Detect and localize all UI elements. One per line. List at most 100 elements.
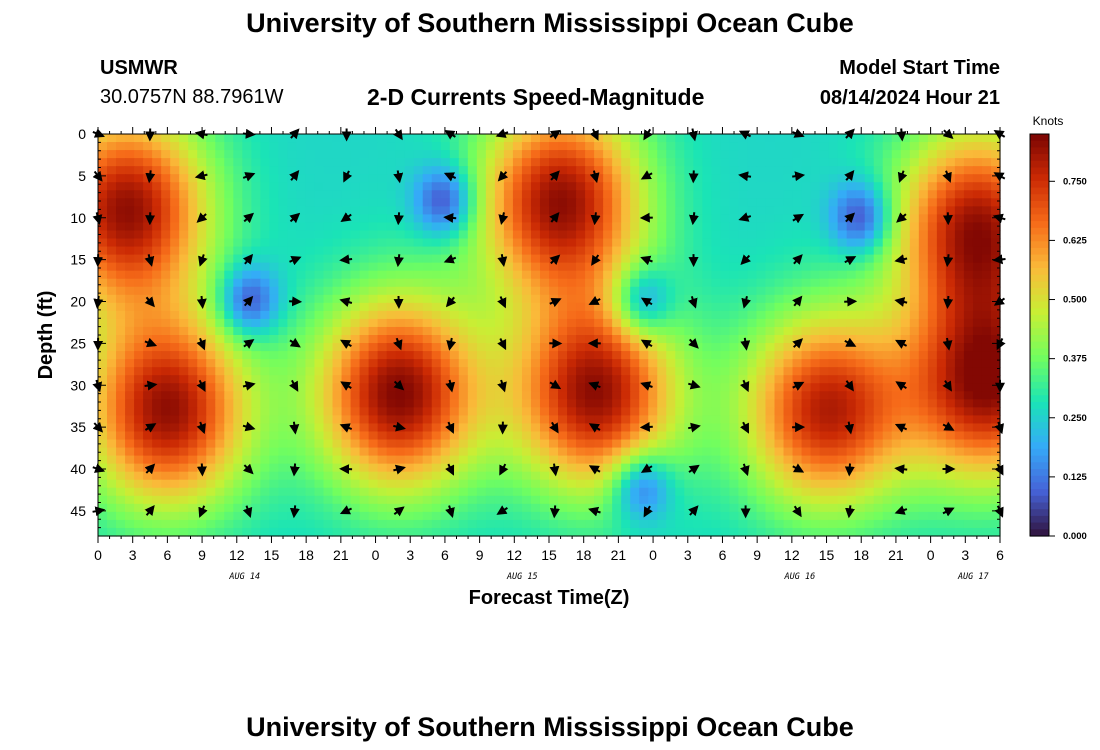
heatmap-cell <box>963 158 974 167</box>
heatmap-cell <box>161 158 171 167</box>
heatmap-cell <box>612 262 622 272</box>
heatmap-cell <box>431 375 442 384</box>
heatmap-cell <box>783 278 794 288</box>
heatmap-cell <box>981 519 992 529</box>
heatmap-cell <box>269 134 279 143</box>
heatmap-cell <box>657 487 667 497</box>
heatmap-cell <box>260 527 270 537</box>
heatmap-cell <box>819 318 830 328</box>
heatmap-cell <box>125 142 135 151</box>
heatmap-cell <box>431 527 442 537</box>
heatmap-cell <box>197 415 207 425</box>
heatmap-cell <box>404 182 415 191</box>
heatmap-cell <box>314 310 325 320</box>
heatmap-cell <box>774 294 785 304</box>
heatmap-cell <box>269 479 279 489</box>
heatmap-cell <box>233 286 243 296</box>
heatmap-cell <box>918 230 929 240</box>
heatmap-cell <box>413 174 424 183</box>
heatmap-cell <box>657 182 667 191</box>
heatmap-cell <box>215 511 225 521</box>
heatmap-cell <box>855 166 866 175</box>
heatmap-cell <box>648 471 658 481</box>
heatmap-cell <box>810 415 821 425</box>
heatmap-cell <box>837 270 848 280</box>
heatmap-cell <box>476 142 487 151</box>
heatmap-cell <box>206 270 216 280</box>
heatmap-cell <box>954 190 965 199</box>
heatmap-cell <box>612 310 622 320</box>
heatmap-cell <box>395 431 406 441</box>
heatmap-cell <box>666 238 676 248</box>
heatmap-cell <box>476 503 487 513</box>
heatmap-cell <box>242 375 252 384</box>
heatmap-cell <box>539 367 550 376</box>
heatmap-cell <box>503 238 514 248</box>
heatmap-cell <box>900 375 911 384</box>
heatmap-cell <box>747 302 758 312</box>
heatmap-cell <box>440 375 451 384</box>
heatmap-cell <box>864 391 875 400</box>
heatmap-cell <box>783 479 794 489</box>
heatmap-cell <box>882 359 893 368</box>
heatmap-cell <box>476 294 487 304</box>
heatmap-cell <box>729 150 740 159</box>
heatmap-cell <box>900 439 911 449</box>
heatmap-cell <box>873 399 884 408</box>
heatmap-cell <box>801 270 812 280</box>
heatmap-cell <box>594 238 604 248</box>
heatmap-cell <box>350 431 361 441</box>
heatmap-cell <box>350 134 361 143</box>
heatmap-cell <box>891 286 902 296</box>
heatmap-cell <box>431 351 442 360</box>
heatmap-cell <box>783 134 794 143</box>
heatmap-cell <box>476 415 487 425</box>
heatmap-cell <box>639 158 649 167</box>
heatmap-cell <box>837 150 848 159</box>
heatmap-cell <box>305 262 316 272</box>
heatmap-cell <box>567 174 577 183</box>
heatmap-cell <box>765 270 776 280</box>
heatmap-cell <box>990 278 1001 288</box>
heatmap-cell <box>260 278 270 288</box>
heatmap-cell <box>152 335 162 344</box>
heatmap-cell <box>720 471 730 481</box>
heatmap-cell <box>134 158 144 167</box>
heatmap-cell <box>98 222 108 232</box>
heatmap-cell <box>368 335 379 344</box>
heatmap-cell <box>783 310 794 320</box>
heatmap-cell <box>503 391 514 400</box>
heatmap-cell <box>278 270 289 280</box>
heatmap-cell <box>927 262 938 272</box>
heatmap-cell <box>332 246 343 256</box>
heatmap-cell <box>702 527 712 537</box>
heatmap-cell <box>377 511 388 521</box>
heatmap-cell <box>774 431 785 441</box>
heatmap-cell <box>215 367 225 376</box>
heatmap-cell <box>395 190 406 199</box>
heatmap-cell <box>170 238 180 248</box>
heatmap-cell <box>359 407 370 416</box>
heatmap-cell <box>702 318 712 328</box>
heatmap-cell <box>197 166 207 175</box>
heatmap-cell <box>296 463 307 473</box>
heatmap-cell <box>648 198 658 207</box>
heatmap-cell <box>819 487 830 497</box>
heatmap-cell <box>215 294 225 304</box>
heatmap-cell <box>161 383 171 392</box>
heatmap-cell <box>585 351 595 360</box>
heatmap-cell <box>368 278 379 288</box>
heatmap-cell <box>702 479 712 489</box>
heatmap-cell <box>233 503 243 513</box>
heatmap-cell <box>368 455 379 465</box>
heatmap-cell <box>134 326 144 336</box>
heatmap-cell <box>413 158 424 167</box>
heatmap-cell <box>188 511 198 521</box>
heatmap-cell <box>621 343 631 352</box>
heatmap-cell <box>819 415 830 425</box>
heatmap-cell <box>332 142 343 151</box>
heatmap-cell <box>341 367 352 376</box>
heatmap-cell <box>386 270 397 280</box>
heatmap-cell <box>440 407 451 416</box>
heatmap-cell <box>549 158 559 167</box>
